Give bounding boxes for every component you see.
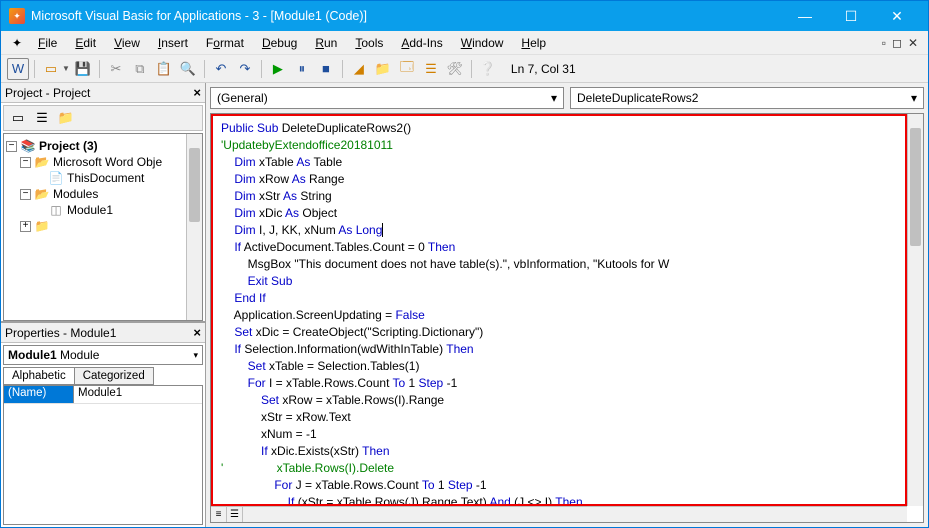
undo-button[interactable]: ↶	[210, 58, 232, 80]
property-row[interactable]: (Name) Module1	[4, 386, 202, 404]
mdi-close-icon[interactable]: ✕	[908, 36, 918, 50]
cut-button[interactable]: ✂	[105, 58, 127, 80]
save-button[interactable]: 💾	[72, 58, 94, 80]
tree-folder[interactable]: Microsoft Word Obje	[53, 155, 162, 169]
project-toolbar: ▭ ☰ 📁	[3, 105, 203, 131]
pause-button[interactable]: ⏸	[291, 58, 313, 80]
menu-help[interactable]: Help	[514, 34, 553, 52]
properties-button[interactable]: 🗔	[396, 58, 418, 80]
object-browser-button[interactable]: ☰	[420, 58, 442, 80]
properties-grid[interactable]: (Name) Module1	[3, 385, 203, 525]
project-tree[interactable]: −📚Project (3) −📂Microsoft Word Obje 📄Thi…	[3, 133, 203, 321]
tree-root[interactable]: Project (3)	[39, 139, 98, 153]
menu-edit[interactable]: Edit	[68, 34, 103, 52]
view-object-icon[interactable]: ☰	[32, 108, 52, 128]
toolbar: W ▭▼ 💾 ✂ ⧉ 📋 🔍 ↶ ↷ ▶ ⏸ ■ ◢ 📁 🗔 ☰ 🛠 ❔ Ln …	[1, 55, 928, 83]
tree-toggle[interactable]: −	[6, 141, 17, 152]
properties-panel: Properties - Module1 × Module1 Module ▾ …	[1, 321, 205, 527]
paste-button[interactable]: 📋	[153, 58, 175, 80]
project-icon: 📚	[20, 139, 36, 153]
document-icon: 📄	[48, 171, 64, 185]
object-dropdown[interactable]: (General)▾	[210, 87, 564, 109]
tree-scrollbar[interactable]	[186, 134, 202, 320]
word-icon[interactable]: W	[7, 58, 29, 80]
close-button[interactable]: ✕	[874, 1, 920, 31]
horizontal-scrollbar[interactable]: ≡ ☰	[211, 506, 907, 522]
folder-icon[interactable]: 📁	[56, 108, 76, 128]
tree-item-thisdocument[interactable]: ThisDocument	[67, 171, 144, 185]
property-value[interactable]: Module1	[74, 386, 126, 403]
cursor-position: Ln 7, Col 31	[511, 62, 576, 76]
code-panel: (General)▾ DeleteDuplicateRows2▾ Public …	[206, 83, 928, 527]
vba-icon: ✦	[7, 36, 27, 50]
tree-toggle[interactable]: −	[20, 189, 31, 200]
folder-icon: 📂	[34, 155, 50, 169]
view-code-icon[interactable]: ▭	[8, 108, 28, 128]
code-dropdowns: (General)▾ DeleteDuplicateRows2▾	[206, 83, 928, 113]
toolbox-button[interactable]: 🛠	[444, 58, 466, 80]
menu-addins[interactable]: Add-Ins	[394, 34, 449, 52]
design-button[interactable]: ◢	[348, 58, 370, 80]
window-title: Microsoft Visual Basic for Applications …	[31, 9, 782, 23]
menu-view[interactable]: View	[107, 34, 147, 52]
proc-view-icon[interactable]: ≡	[211, 507, 227, 522]
app-icon: ✦	[9, 8, 25, 24]
procedure-dropdown[interactable]: DeleteDuplicateRows2▾	[570, 87, 924, 109]
minimize-button[interactable]: —	[782, 1, 828, 31]
stop-button[interactable]: ■	[315, 58, 337, 80]
properties-panel-close-icon[interactable]: ×	[193, 325, 201, 340]
help-button[interactable]: ❔	[477, 58, 499, 80]
properties-panel-title: Properties - Module1	[5, 326, 116, 340]
menu-debug[interactable]: Debug	[255, 34, 304, 52]
module-icon: ◫	[48, 203, 64, 217]
redo-button[interactable]: ↷	[234, 58, 256, 80]
maximize-button[interactable]: ☐	[828, 1, 874, 31]
tree-toggle[interactable]: +	[20, 221, 31, 232]
vertical-scrollbar[interactable]	[907, 114, 923, 506]
copy-button[interactable]: ⧉	[129, 58, 151, 80]
mdi-max-icon[interactable]: ◻	[892, 36, 902, 50]
window-controls: — ☐ ✕	[782, 1, 920, 31]
properties-panel-header: Properties - Module1 ×	[1, 323, 205, 343]
project-panel-title: Project - Project	[5, 86, 90, 100]
menu-tools[interactable]: Tools	[348, 34, 390, 52]
run-button[interactable]: ▶	[267, 58, 289, 80]
code-editor[interactable]: Public Sub DeleteDuplicateRows2() 'Updat…	[211, 114, 907, 506]
menubar: ✦ File Edit View Insert Format Debug Run…	[1, 31, 928, 55]
folder-icon: 📂	[34, 187, 50, 201]
tree-toggle[interactable]: −	[20, 157, 31, 168]
tab-alphabetic[interactable]: Alphabetic	[3, 367, 75, 385]
tree-folder-modules[interactable]: Modules	[53, 187, 98, 201]
menu-run[interactable]: Run	[308, 34, 344, 52]
property-name: (Name)	[4, 386, 74, 403]
insert-button[interactable]: ▭	[40, 58, 62, 80]
menu-format[interactable]: Format	[199, 34, 251, 52]
menu-window[interactable]: Window	[454, 34, 511, 52]
tab-categorized[interactable]: Categorized	[74, 367, 154, 385]
properties-combo[interactable]: Module1 Module ▾	[3, 345, 203, 365]
find-button[interactable]: 🔍	[177, 58, 199, 80]
menu-file[interactable]: File	[31, 34, 64, 52]
folder-icon: 📁	[34, 219, 50, 233]
mdi-controls: ▫ ◻ ✕	[882, 36, 922, 50]
project-panel-header: Project - Project ×	[1, 83, 205, 103]
titlebar: ✦ Microsoft Visual Basic for Application…	[1, 1, 928, 31]
chevron-down-icon: ▾	[193, 350, 198, 361]
project-panel-close-icon[interactable]: ×	[193, 85, 201, 100]
tree-item-module1[interactable]: Module1	[67, 203, 113, 217]
left-panel: Project - Project × ▭ ☰ 📁 −📚Project (3) …	[1, 83, 206, 527]
workspace: Project - Project × ▭ ☰ 📁 −📚Project (3) …	[1, 83, 928, 527]
mdi-restore-icon[interactable]: ▫	[882, 36, 886, 50]
chevron-down-icon: ▾	[551, 91, 557, 105]
project-explorer-button[interactable]: 📁	[372, 58, 394, 80]
properties-tabs: Alphabetic Categorized	[3, 367, 203, 385]
menu-insert[interactable]: Insert	[151, 34, 195, 52]
full-view-icon[interactable]: ☰	[227, 507, 243, 522]
chevron-down-icon: ▾	[911, 91, 917, 105]
code-area-wrap: Public Sub DeleteDuplicateRows2() 'Updat…	[210, 113, 924, 523]
